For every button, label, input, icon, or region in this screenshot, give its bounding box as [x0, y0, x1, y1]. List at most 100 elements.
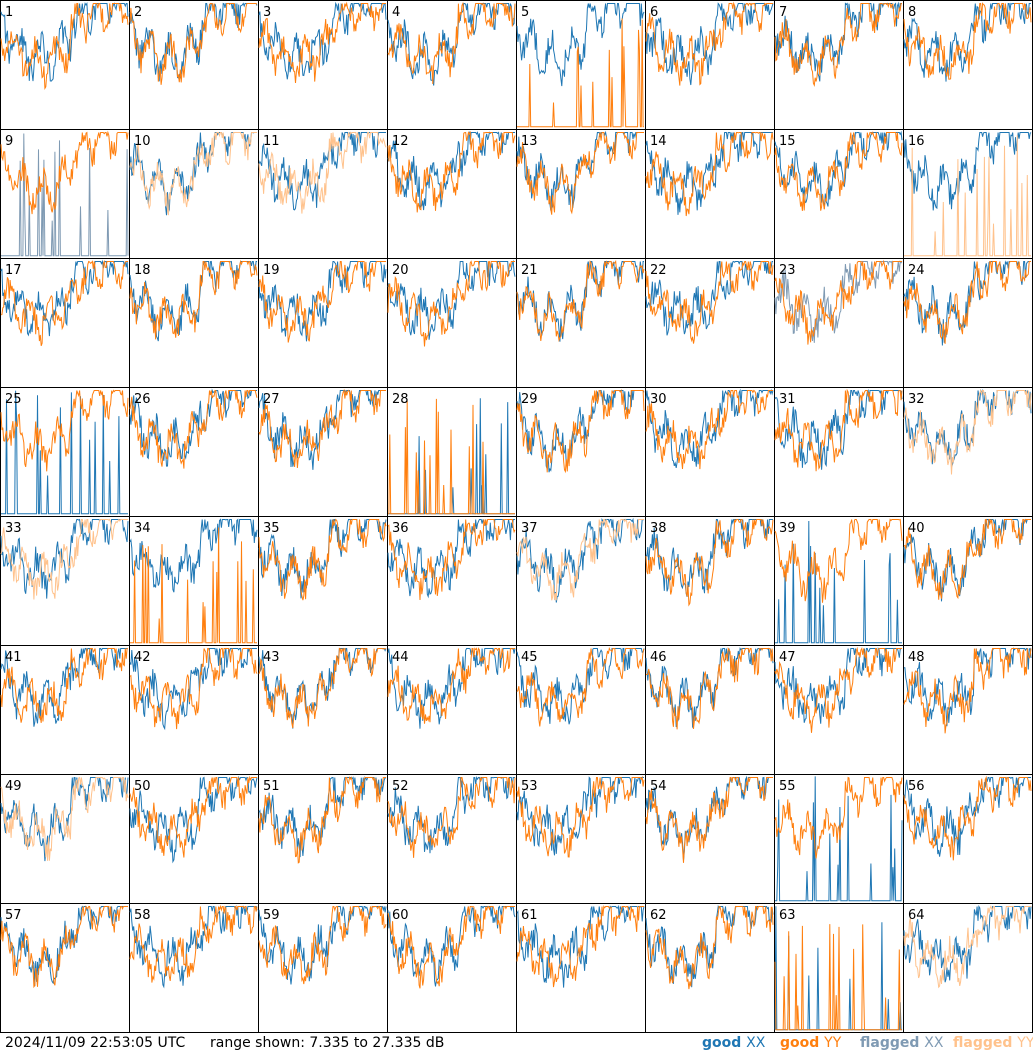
panel-55: 55 [774, 774, 904, 904]
trace-xx [129, 388, 257, 467]
panel-9: 9 [0, 129, 130, 259]
panel-label: 31 [779, 392, 796, 407]
panel-1: 1 [0, 0, 130, 130]
trace-xx [387, 905, 516, 987]
panel-54: 54 [645, 774, 775, 904]
panel-frame [645, 645, 775, 775]
trace-yy [516, 518, 644, 601]
panel-label: 32 [908, 392, 925, 407]
panel-42: 42 [129, 645, 259, 775]
panel-frame [0, 774, 130, 904]
panel-frame [258, 258, 388, 388]
trace-xx [387, 130, 515, 211]
panel-label: 29 [521, 392, 538, 407]
trace-yy [129, 904, 258, 983]
trace-yy [129, 775, 257, 858]
panel-label: 48 [908, 650, 925, 665]
trace-yy [129, 259, 258, 340]
panel-35: 35 [258, 516, 388, 646]
panel-label: 16 [908, 134, 925, 149]
trace-yy [517, 18, 644, 128]
panel-label: 49 [5, 779, 22, 794]
panel-frame [516, 129, 646, 259]
panel-label: 22 [650, 263, 667, 278]
panel-label: 3 [263, 5, 271, 20]
trace-yy [903, 261, 1031, 344]
panel-26: 26 [129, 387, 259, 517]
legend-good-xx: good XX [702, 1035, 766, 1051]
trace-xx [387, 519, 515, 599]
panel-28: 28 [387, 387, 517, 517]
panel-label: 50 [134, 779, 151, 794]
panel-label: 30 [650, 392, 667, 407]
panel-frame [387, 903, 517, 1033]
trace-yy [774, 776, 903, 859]
panel-24: 24 [903, 258, 1033, 388]
panel-label: 20 [392, 263, 409, 278]
trace-xx [129, 648, 257, 731]
trace-yy [903, 775, 1032, 861]
trace-yy [258, 776, 386, 864]
trace-yy [387, 130, 516, 213]
trace-xx [775, 776, 903, 902]
panel-label: 41 [5, 650, 22, 665]
trace-yy [903, 388, 1032, 475]
panel-label: 4 [392, 5, 400, 20]
trace-yy [258, 388, 386, 469]
panel-label: 33 [5, 521, 22, 536]
panel-4: 4 [387, 0, 517, 130]
panel-label: 13 [521, 134, 538, 149]
trace-xx [0, 648, 128, 727]
panel-label: 2 [134, 5, 142, 20]
trace-yy [903, 648, 1032, 734]
trace-yy [0, 259, 128, 346]
panel-label: 60 [392, 908, 409, 923]
panel-label: 7 [779, 5, 787, 20]
trace-yy [258, 905, 387, 985]
panel-47: 47 [774, 645, 904, 775]
panel-25: 25 [0, 387, 130, 517]
trace-yy [387, 519, 516, 601]
panel-37: 37 [516, 516, 646, 646]
trace-xx [516, 904, 645, 988]
panel-7: 7 [774, 0, 904, 130]
trace-yy [258, 131, 387, 214]
panel-29: 29 [516, 387, 646, 517]
panel-label: 52 [392, 779, 409, 794]
panel-label: 19 [263, 263, 280, 278]
panel-label: 63 [779, 908, 796, 923]
panel-label: 10 [134, 134, 151, 149]
panel-60: 60 [387, 903, 517, 1033]
trace-yy [387, 1, 516, 85]
trace-yy [774, 518, 903, 603]
panel-2: 2 [129, 0, 259, 130]
panel-49: 49 [0, 774, 130, 904]
panel-label: 21 [521, 263, 538, 278]
panel-5: 5 [516, 0, 646, 130]
panel-62: 62 [645, 903, 775, 1033]
legend-flagged-yy: flagged YY [953, 1035, 1033, 1051]
panel-label: 18 [134, 263, 151, 278]
panel-frame [258, 645, 388, 775]
trace-yy [645, 647, 774, 730]
panel-label: 9 [5, 134, 13, 149]
trace-xx [1, 133, 129, 257]
panel-label: 28 [392, 392, 409, 407]
trace-yy [258, 261, 386, 343]
panel-22: 22 [645, 258, 775, 388]
trace-yy [388, 398, 515, 515]
panel-36: 36 [387, 516, 517, 646]
panel-39: 39 [774, 516, 904, 646]
trace-yy [516, 259, 645, 343]
panel-51: 51 [258, 774, 388, 904]
panel-12: 12 [387, 129, 517, 259]
panel-frame [387, 645, 517, 775]
trace-yy [0, 776, 129, 861]
panel-40: 40 [903, 516, 1033, 646]
panel-50: 50 [129, 774, 259, 904]
trace-xx [516, 776, 644, 856]
trace-xx [0, 1, 129, 82]
panel-6: 6 [645, 0, 775, 130]
trace-yy [903, 905, 1031, 989]
panel-18: 18 [129, 258, 259, 388]
